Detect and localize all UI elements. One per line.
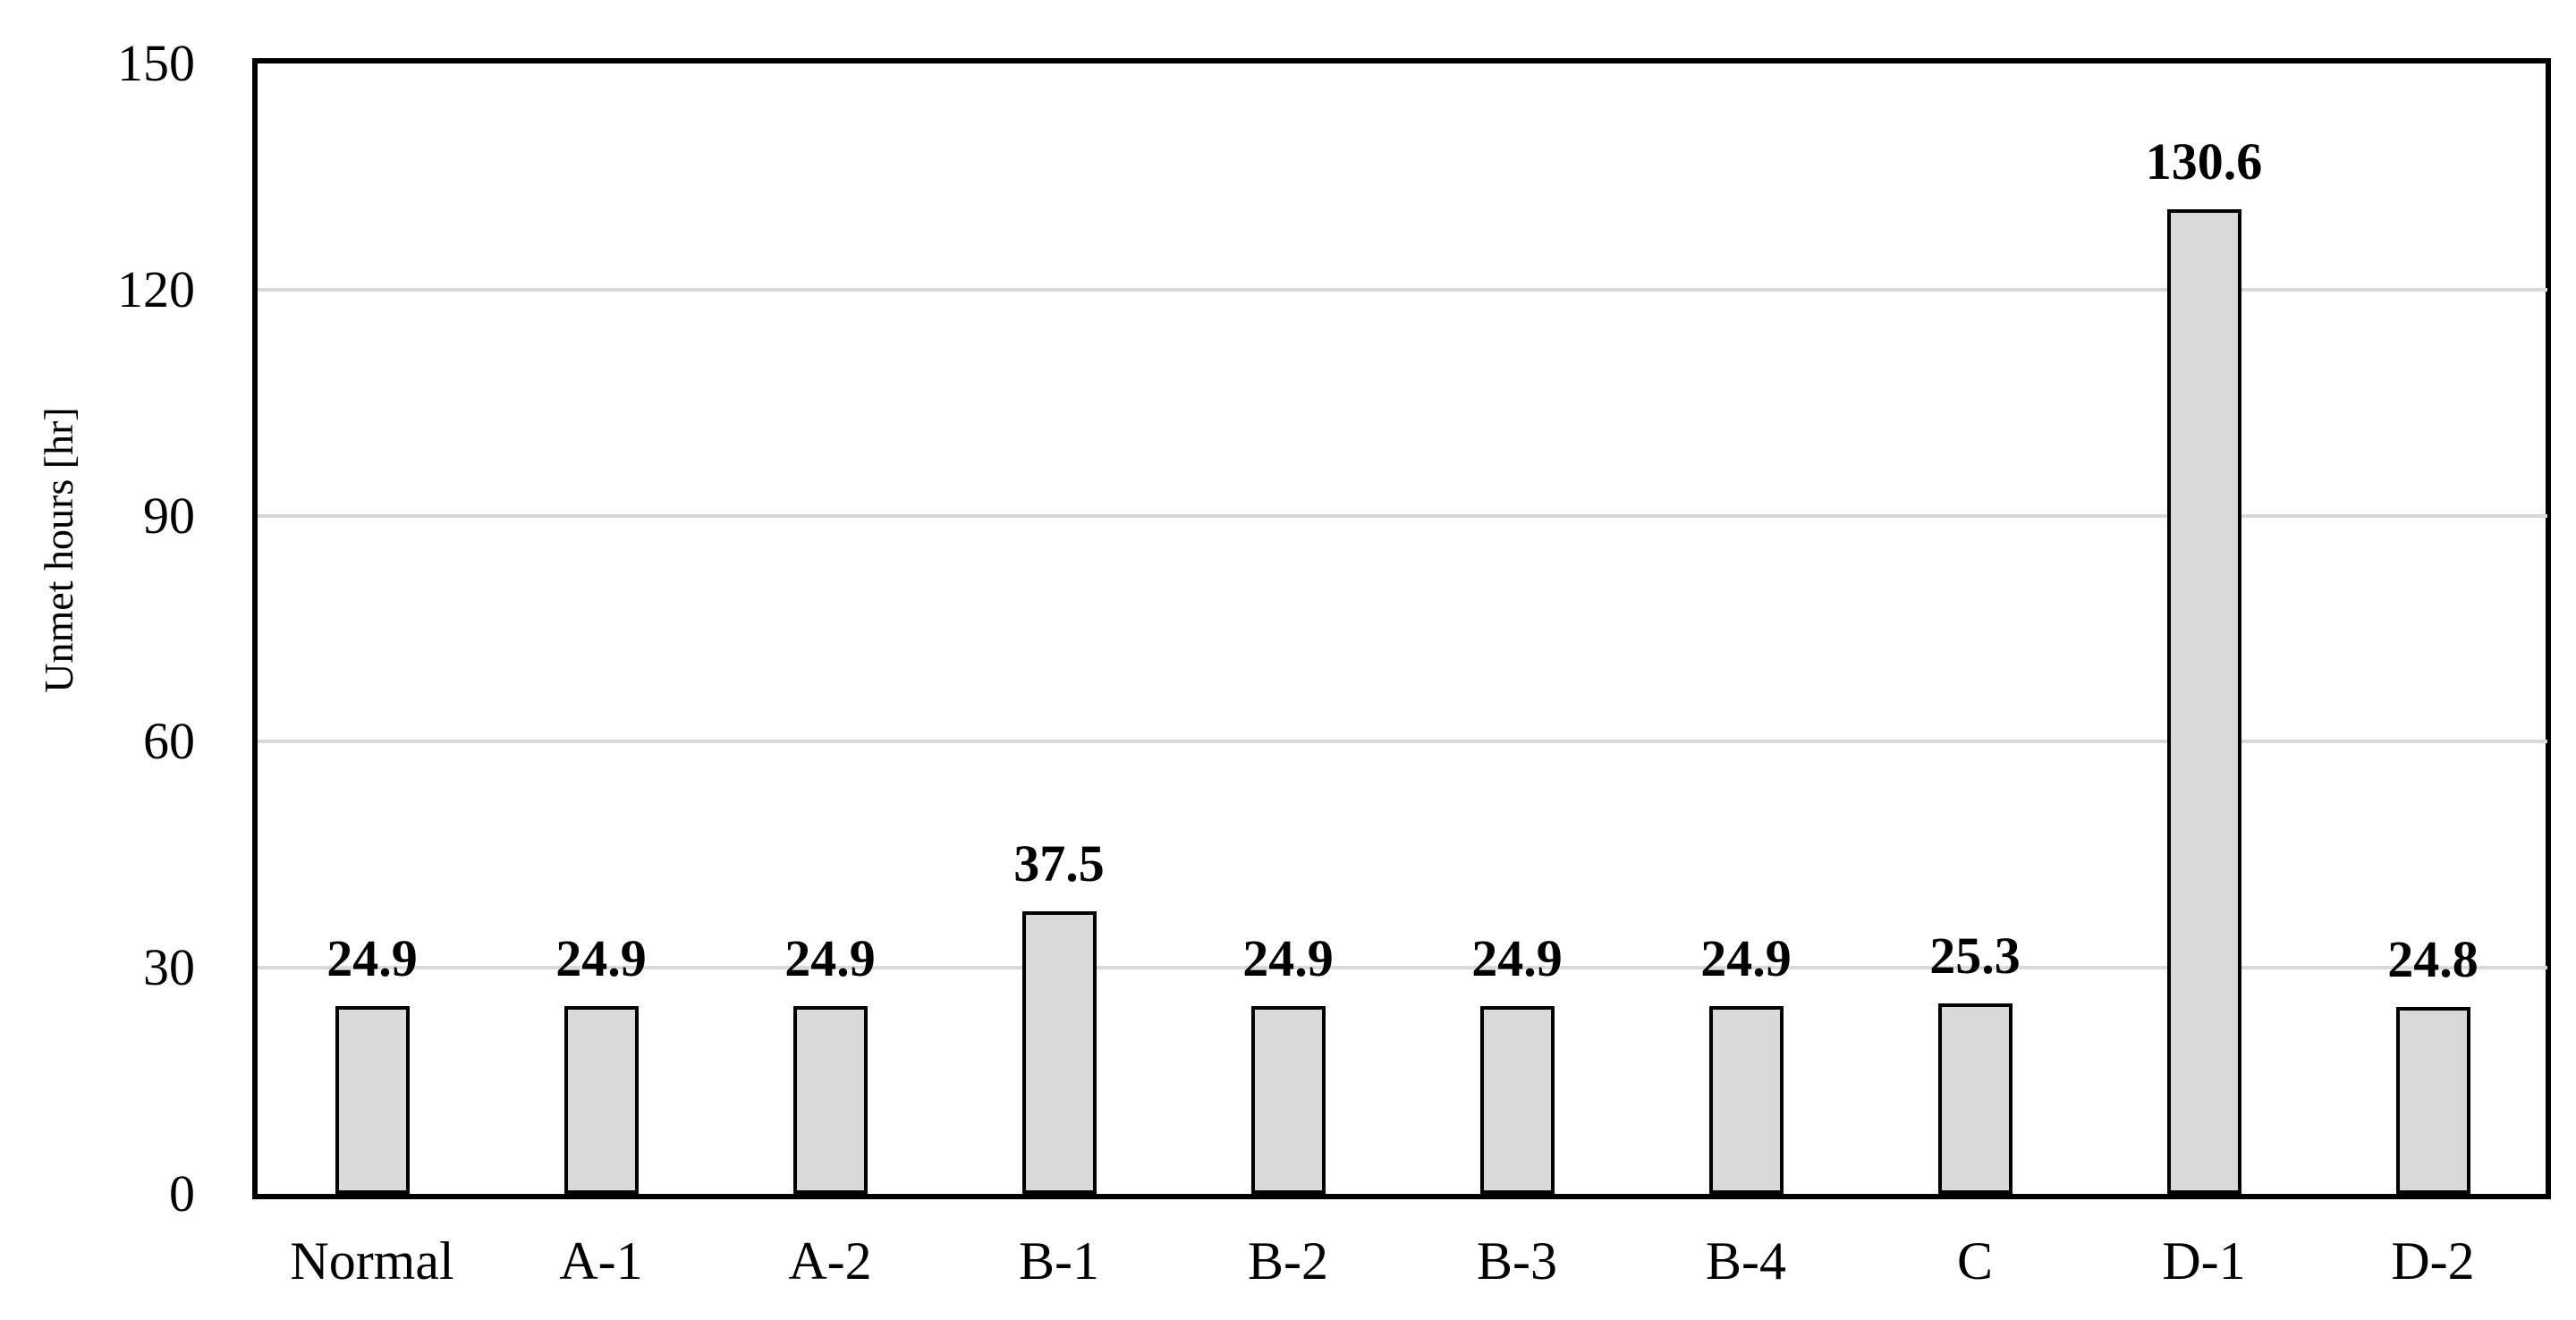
x-category-label-Normal: Normal <box>290 1231 454 1290</box>
bar-D-1 <box>2167 209 2241 1194</box>
bar-B-2 <box>1251 1006 1326 1194</box>
data-label-D-2: 24.8 <box>2387 930 2479 988</box>
data-label-A-1: 24.9 <box>555 929 647 987</box>
data-label-B-1: 37.5 <box>1013 834 1105 893</box>
x-category-label-A-1: A-1 <box>559 1231 643 1290</box>
bar-C <box>1938 1003 2012 1194</box>
y-tick-label-30: 30 <box>143 938 195 996</box>
data-label-A-2: 24.9 <box>784 929 876 987</box>
data-label-B-4: 24.9 <box>1700 929 1792 987</box>
bar-A-2 <box>793 1006 868 1194</box>
x-category-label-B-2: B-2 <box>1248 1231 1328 1290</box>
data-label-B-3: 24.9 <box>1471 929 1563 987</box>
data-label-Normal: 24.9 <box>326 929 418 987</box>
x-category-label-B-4: B-4 <box>1706 1231 1786 1290</box>
gridline-30 <box>258 966 2547 969</box>
gridline-60 <box>258 740 2547 743</box>
bar-Normal <box>335 1006 410 1194</box>
data-label-D-1: 130.6 <box>2145 132 2263 190</box>
y-tick-label-0: 0 <box>169 1164 195 1223</box>
x-category-label-D-1: D-1 <box>2162 1231 2246 1290</box>
plot-area <box>252 58 2551 1199</box>
x-category-label-B-3: B-3 <box>1477 1231 1557 1290</box>
data-label-B-2: 24.9 <box>1242 929 1334 987</box>
bar-D-2 <box>2396 1007 2470 1194</box>
x-category-label-B-1: B-1 <box>1019 1231 1099 1290</box>
y-tick-label-150: 150 <box>117 34 195 92</box>
x-category-label-A-2: A-2 <box>788 1231 872 1290</box>
bar-B-1 <box>1022 911 1097 1194</box>
x-category-label-C: C <box>1956 1231 1994 1290</box>
x-category-label-D-2: D-2 <box>2391 1231 2475 1290</box>
y-tick-label-90: 90 <box>143 487 195 545</box>
gridline-90 <box>258 514 2547 518</box>
y-tick-label-120: 120 <box>117 260 195 318</box>
bar-A-1 <box>564 1006 639 1194</box>
bar-B-4 <box>1709 1006 1784 1194</box>
gridline-120 <box>258 288 2547 292</box>
y-tick-label-60: 60 <box>143 712 195 770</box>
bar-B-3 <box>1480 1006 1555 1194</box>
data-label-C: 25.3 <box>1929 927 2021 985</box>
